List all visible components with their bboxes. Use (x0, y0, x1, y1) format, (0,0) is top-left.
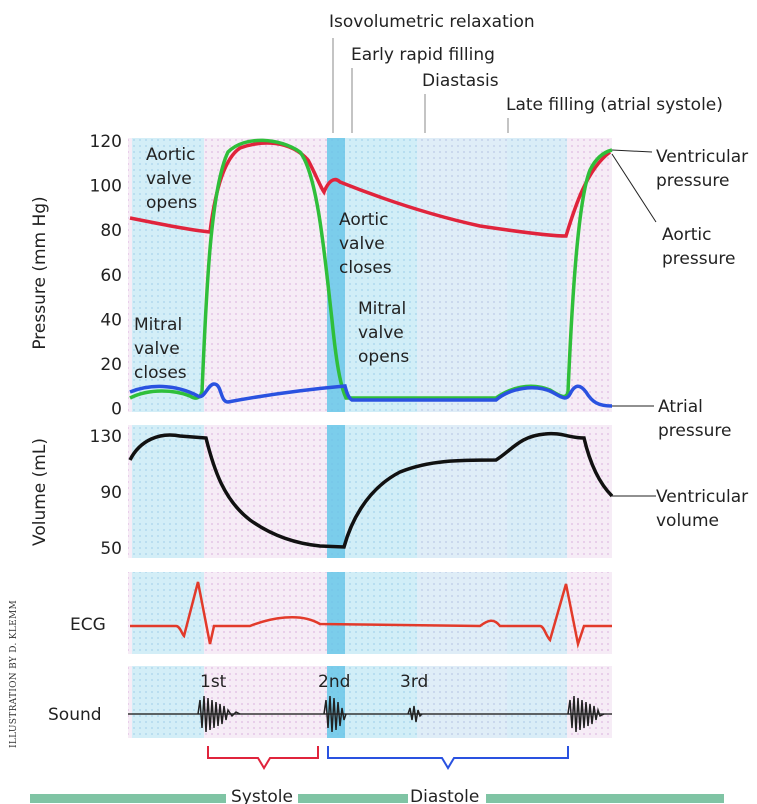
mitral-valve-closes-label: Mitral valve closes (134, 315, 187, 383)
pressure-tick-label: 120 (90, 132, 122, 152)
late-fill-band (507, 138, 567, 738)
volume-axis-label: Volume (mL) (30, 438, 50, 546)
panel-backgrounds (120, 138, 620, 738)
ventricular-pressure-label-1: Ventricular (656, 147, 748, 167)
pressure-tick-label: 80 (100, 221, 122, 241)
first-heart-sound-burst (197, 695, 241, 733)
pressure-legend: Ventricular pressure Aortic pressure Atr… (611, 147, 748, 441)
pressure-axis-label: Pressure (mm Hg) (30, 196, 50, 349)
ventricular-volume-label-2: volume (656, 511, 719, 531)
third-heart-sound-label: 3rd (400, 672, 428, 692)
iso-relax-band (327, 138, 345, 738)
sound-group: Sound 1st 2nd 3rd (48, 672, 612, 733)
bar-segment-1 (30, 794, 226, 803)
ecg-group: ECG (70, 581, 612, 649)
volume-curve-group: Ventricular volume (128, 431, 748, 549)
aortic-pressure-label-1: Aortic (662, 225, 711, 245)
volume-tick-label: 90 (100, 483, 122, 503)
mitral-closes-line-3: closes (134, 363, 187, 383)
ventricular-pressure-label-2: pressure (656, 171, 729, 191)
mitral-opens-line-3: opens (358, 347, 409, 367)
phase-labels: Isovolumetric relaxation Early rapid fil… (329, 12, 723, 133)
panel-gap-2 (120, 558, 620, 572)
atrial-pressure-label-1: Atrial (658, 397, 703, 417)
ecg-label: ECG (70, 615, 106, 635)
aortic-valve-closes-label: Aortic valve closes (339, 210, 392, 278)
pressure-tick-label: 100 (90, 177, 122, 197)
mitral-closes-line-1: Mitral (134, 315, 182, 335)
volume-tick-label: 50 (100, 539, 122, 559)
bottom-phase-bar: Systole Diastole (30, 787, 724, 804)
pressure-tick-label: 20 (100, 355, 122, 375)
mitral-opens-line-2: valve (358, 323, 404, 343)
phase-isovolumetric-relaxation: Isovolumetric relaxation (329, 12, 535, 32)
aortic-opens-line-2: valve (146, 169, 192, 189)
ventricular-pressure-leader (611, 149, 653, 153)
aortic-pressure-label-2: pressure (662, 249, 735, 269)
illustration-credit: ILLUSTRATION BY D. KLEMM (9, 600, 19, 748)
pressure-tick-label: 40 (100, 310, 122, 330)
fourth-burst (567, 695, 605, 733)
aortic-pressure-leader (611, 153, 657, 223)
volume-tick-label: 130 (90, 427, 122, 447)
mitral-valve-opens-label: Mitral valve opens (358, 299, 409, 367)
phase-brackets (207, 746, 569, 770)
pressure-axis: Pressure (mm Hg) 120 100 80 60 40 20 0 (30, 132, 122, 420)
mitral-opens-line-1: Mitral (358, 299, 406, 319)
volume-ticks: 130 90 50 (90, 427, 122, 559)
bar-segment-2 (298, 794, 408, 803)
pressure-curves (129, 138, 613, 408)
bar-segment-3 (486, 794, 724, 803)
diastasis-band (417, 138, 507, 738)
mitral-closes-line-2: valve (134, 339, 180, 359)
pressure-ticks: 120 100 80 60 40 20 0 (90, 132, 122, 420)
second-heart-sound-label: 2nd (318, 672, 350, 692)
atrial-pressure-curve (129, 382, 613, 408)
phase-late-filling: Late filling (atrial systole) (506, 95, 723, 115)
volume-axis: Volume (mL) 130 90 50 (30, 427, 122, 559)
ventricular-volume-label-1: Ventricular (656, 487, 748, 507)
ecg-trace (130, 581, 612, 649)
aortic-opens-line-1: Aortic (146, 145, 195, 165)
aortic-closes-line-1: Aortic (339, 210, 388, 230)
panel-gap-1 (120, 412, 620, 425)
third-heart-sound-burst (407, 705, 423, 723)
pressure-annotations: Aortic valve opens Aortic valve closes M… (134, 145, 409, 383)
atrial-pressure-label-2: pressure (658, 421, 731, 441)
sound-label: Sound (48, 705, 102, 725)
pressure-tick-label: 0 (111, 400, 122, 420)
pressure-tick-label: 60 (100, 266, 122, 286)
systole-label: Systole (231, 787, 293, 804)
ventricular-volume-curve (128, 431, 614, 549)
panel-gap-3 (120, 654, 620, 666)
aortic-opens-line-3: opens (146, 193, 197, 213)
filling-band (345, 138, 417, 738)
aortic-closes-line-3: closes (339, 258, 392, 278)
aortic-valve-opens-label: Aortic valve opens (146, 145, 197, 213)
phase-early-rapid-filling: Early rapid filling (351, 45, 495, 65)
diastole-label: Diastole (410, 787, 479, 804)
phase-diastasis: Diastasis (422, 71, 499, 91)
first-heart-sound-label: 1st (200, 672, 227, 692)
ventricular-pressure-curve (129, 138, 613, 400)
systole-bracket (207, 746, 319, 770)
second-heart-sound-burst (323, 695, 347, 733)
diastole-bracket (327, 746, 569, 770)
aortic-closes-line-2: valve (339, 234, 385, 254)
